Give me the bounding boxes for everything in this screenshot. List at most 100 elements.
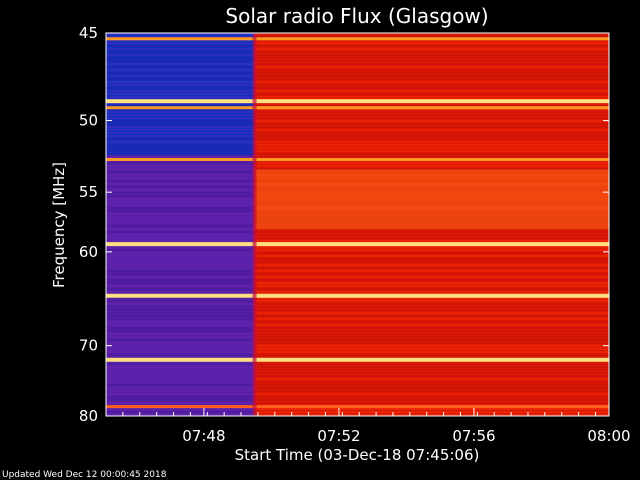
x-tick-label: 08:00 bbox=[587, 427, 630, 445]
quiet-texture-stripe bbox=[106, 120, 255, 122]
quiet-texture-stripe bbox=[106, 132, 255, 134]
quiet-texture-stripe bbox=[106, 36, 255, 38]
quiet-texture-stripe bbox=[106, 369, 255, 371]
active-texture-stripe bbox=[254, 258, 609, 260]
active-texture-stripe bbox=[254, 315, 609, 317]
quiet-texture-stripe bbox=[106, 114, 255, 116]
quiet-texture-stripe bbox=[106, 261, 255, 263]
active-texture-stripe bbox=[254, 273, 609, 275]
quiet-texture-stripe bbox=[106, 312, 255, 314]
active-texture-stripe bbox=[254, 399, 609, 401]
quiet-texture-stripe bbox=[106, 390, 255, 392]
active-texture-stripe bbox=[254, 126, 609, 128]
quiet-texture-stripe bbox=[106, 195, 255, 197]
quiet-texture-stripe bbox=[106, 141, 255, 143]
quiet-low-freq-region bbox=[106, 33, 255, 156]
quiet-texture-stripe bbox=[106, 219, 255, 221]
active-texture-stripe bbox=[254, 153, 609, 155]
quiet-texture-stripe bbox=[106, 72, 255, 74]
quiet-texture-stripe bbox=[106, 411, 255, 413]
frequency-band-line bbox=[106, 293, 609, 298]
active-texture-stripe bbox=[254, 408, 609, 410]
quiet-texture-stripe bbox=[106, 60, 255, 62]
quiet-texture-stripe bbox=[106, 258, 255, 260]
quiet-texture-stripe bbox=[106, 288, 255, 290]
active-texture-stripe bbox=[254, 231, 609, 233]
active-texture-stripe bbox=[254, 411, 609, 413]
active-texture-stripe bbox=[254, 66, 609, 68]
x-tick-label: 07:56 bbox=[452, 427, 495, 445]
quiet-texture-stripe bbox=[106, 399, 255, 401]
quiet-texture-stripe bbox=[106, 282, 255, 284]
quiet-texture-stripe bbox=[106, 180, 255, 182]
quiet-texture-stripe bbox=[106, 327, 255, 329]
quiet-texture-stripe bbox=[106, 306, 255, 308]
active-texture-stripe bbox=[254, 120, 609, 122]
quiet-texture-stripe bbox=[106, 396, 255, 398]
quiet-texture-stripe bbox=[106, 321, 255, 323]
active-texture-stripe bbox=[254, 96, 609, 98]
active-texture-stripe bbox=[254, 63, 609, 65]
active-texture-stripe bbox=[254, 279, 609, 281]
quiet-texture-stripe bbox=[106, 363, 255, 365]
quiet-texture-stripe bbox=[106, 345, 255, 347]
quiet-texture-stripe bbox=[106, 192, 255, 194]
quiet-texture-stripe bbox=[106, 189, 255, 191]
quiet-texture-stripe bbox=[106, 264, 255, 266]
frequency-band-line bbox=[106, 157, 609, 161]
quiet-texture-stripe bbox=[106, 69, 255, 71]
active-texture-stripe bbox=[254, 111, 609, 113]
quiet-texture-stripe bbox=[106, 42, 255, 44]
quiet-texture-stripe bbox=[106, 156, 255, 158]
y-tick-label: 45 bbox=[79, 24, 98, 42]
active-texture-stripe bbox=[254, 306, 609, 308]
quiet-texture-stripe bbox=[106, 33, 255, 35]
frequency-band-line bbox=[106, 37, 609, 41]
quiet-texture-stripe bbox=[106, 237, 255, 239]
active-texture-stripe bbox=[254, 396, 609, 398]
quiet-texture-stripe bbox=[106, 90, 255, 92]
active-texture-stripe bbox=[254, 150, 609, 152]
quiet-texture-stripe bbox=[106, 135, 255, 137]
active-texture-stripe bbox=[254, 87, 609, 89]
quiet-texture-stripe bbox=[106, 273, 255, 275]
quiet-texture-stripe bbox=[106, 309, 255, 311]
y-tick-label: 70 bbox=[79, 337, 98, 355]
quiet-texture-stripe bbox=[106, 267, 255, 269]
active-texture-stripe bbox=[254, 84, 609, 86]
active-texture-stripe bbox=[254, 249, 609, 251]
quiet-texture-stripe bbox=[106, 111, 255, 113]
active-texture-stripe bbox=[254, 144, 609, 146]
active-texture-stripe bbox=[254, 138, 609, 140]
active-texture-stripe bbox=[254, 240, 609, 242]
quiet-texture-stripe bbox=[106, 333, 255, 335]
active-texture-stripe bbox=[254, 36, 609, 38]
quiet-texture-stripe bbox=[106, 375, 255, 377]
quiet-texture-stripe bbox=[106, 348, 255, 350]
active-texture-stripe bbox=[254, 414, 609, 416]
active-texture-stripe bbox=[254, 345, 609, 347]
y-axis-label: Frequency [MHz] bbox=[50, 162, 68, 288]
quiet-texture-stripe bbox=[106, 105, 255, 107]
frequency-band-line bbox=[106, 357, 609, 362]
active-texture-stripe bbox=[254, 354, 609, 356]
active-texture-stripe bbox=[254, 264, 609, 266]
quiet-texture-stripe bbox=[106, 183, 255, 185]
quiet-texture-stripe bbox=[106, 216, 255, 218]
quiet-texture-stripe bbox=[106, 330, 255, 332]
chart-title: Solar radio Flux (Glasgow) bbox=[225, 4, 488, 28]
quiet-texture-stripe bbox=[106, 126, 255, 128]
quiet-texture-stripe bbox=[106, 144, 255, 146]
x-axis: 07:48 07:52 07:56 08:00 bbox=[105, 408, 631, 445]
active-texture-stripe bbox=[254, 336, 609, 338]
active-texture-stripe bbox=[254, 156, 609, 158]
quiet-texture-stripe bbox=[106, 336, 255, 338]
quiet-texture-stripe bbox=[106, 240, 255, 242]
quiet-texture-stripe bbox=[106, 186, 255, 188]
quiet-texture-stripe bbox=[106, 378, 255, 380]
active-texture-stripe bbox=[254, 297, 609, 299]
active-texture-stripe bbox=[254, 147, 609, 149]
active-texture-stripe bbox=[254, 114, 609, 116]
active-texture-stripe bbox=[254, 330, 609, 332]
active-texture-stripe bbox=[254, 60, 609, 62]
